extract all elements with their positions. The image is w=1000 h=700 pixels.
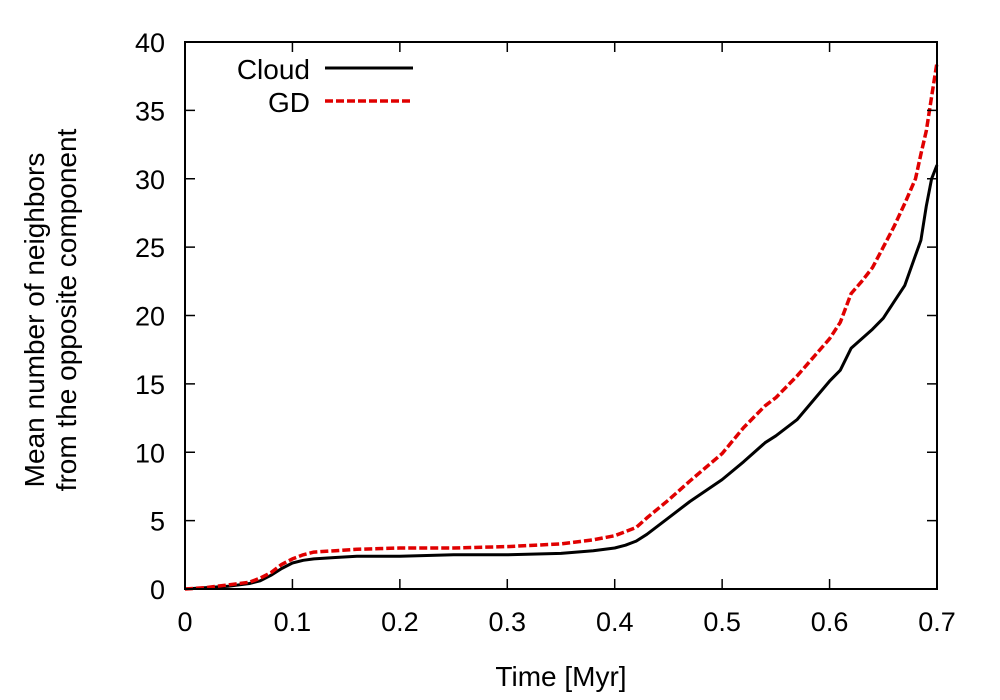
x-tick-label: 0 (177, 607, 192, 637)
y-tick-label: 20 (135, 302, 165, 332)
series-line-cloud (184, 164, 939, 591)
y-tick-label: 30 (135, 165, 165, 195)
x-tick-labels: 0 0.1 0.2 0.3 0.4 0.5 0.6 0.7 (177, 607, 955, 637)
y-tick-label: 40 (135, 28, 165, 58)
y-tick-label: 35 (135, 96, 165, 126)
x-tick-label: 0.3 (489, 607, 527, 637)
x-tick-label: 0.7 (918, 607, 956, 637)
y-axis-title-line-2: from the opposite component (51, 128, 82, 491)
x-tick-label: 0.5 (703, 607, 741, 637)
x-tick-label: 0.2 (381, 607, 419, 637)
y-tick-label: 10 (135, 438, 165, 468)
x-axis-title: Time [Myr] (495, 661, 626, 692)
y-axis-title-line-1: Mean number of neighbors (19, 153, 50, 488)
axis-ticks (184, 41, 938, 590)
y-tick-label: 0 (150, 575, 165, 605)
y-tick-label: 15 (135, 370, 165, 400)
legend-label-gd: GD (268, 87, 310, 118)
legend-label-cloud: Cloud (237, 54, 310, 85)
x-tick-label: 0.4 (596, 607, 634, 637)
series-line-gd (184, 62, 939, 591)
y-tick-labels: 0 5 10 15 20 25 30 35 40 (135, 28, 165, 605)
legend: Cloud GD (237, 54, 413, 118)
y-tick-label: 5 (150, 507, 165, 537)
y-tick-label: 25 (135, 233, 165, 263)
x-tick-label: 0.1 (274, 607, 312, 637)
plot-marks (184, 62, 939, 591)
x-tick-label: 0.6 (811, 607, 849, 637)
